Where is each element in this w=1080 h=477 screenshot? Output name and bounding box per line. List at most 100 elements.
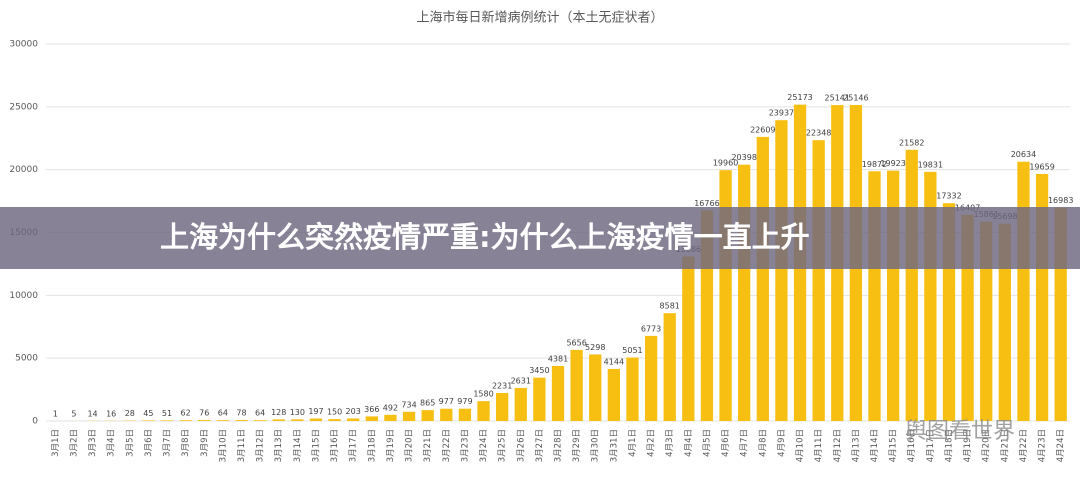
bar — [365, 416, 378, 421]
bar — [198, 420, 211, 421]
bar — [682, 256, 695, 421]
value-label: 3450 — [529, 366, 549, 375]
x-tick-label: 4月10日 — [796, 429, 806, 462]
bar — [440, 408, 453, 421]
y-tick-label: 20000 — [9, 165, 38, 175]
value-label: 128 — [271, 408, 286, 417]
bar — [291, 419, 304, 421]
x-tick-label: 3月12日 — [256, 429, 266, 462]
bar — [663, 313, 676, 421]
bar — [738, 164, 751, 421]
x-tick-label: 4月13日 — [851, 429, 861, 462]
value-label: 492 — [383, 403, 398, 412]
value-label: 20634 — [1011, 150, 1036, 159]
x-tick-label: 3月29日 — [572, 429, 582, 462]
x-tick-label: 3月9日 — [200, 429, 210, 457]
x-tick-label: 3月25日 — [498, 429, 508, 462]
x-tick-label: 4月20日 — [982, 429, 992, 462]
bar — [216, 420, 230, 421]
x-tick-label: 4月17日 — [926, 429, 936, 462]
value-label: 2231 — [492, 381, 512, 390]
value-label: 4144 — [604, 357, 624, 366]
bar — [980, 221, 993, 421]
x-tick-label: 4月16日 — [907, 429, 917, 462]
value-label: 1 — [53, 409, 58, 418]
y-tick-label: 10000 — [9, 291, 38, 301]
x-tick-label: 3月6日 — [144, 429, 154, 457]
bar — [309, 418, 323, 421]
bar — [235, 420, 248, 421]
bar — [905, 149, 918, 421]
bar — [644, 335, 658, 421]
value-label: 25141 — [825, 94, 850, 103]
bar — [272, 419, 285, 421]
x-tick-label: 4月6日 — [721, 429, 731, 457]
x-tick-label: 3月28日 — [554, 429, 564, 462]
x-tick-label: 3月7日 — [163, 429, 173, 457]
value-label: 150 — [327, 408, 342, 417]
bar — [347, 418, 360, 421]
x-tick-label: 3月14日 — [293, 429, 303, 462]
x-tick-label: 3月11日 — [237, 429, 247, 462]
bar — [589, 354, 602, 421]
bar — [496, 392, 509, 421]
value-label: 5656 — [566, 338, 586, 347]
y-tick-label: 5000 — [15, 354, 38, 364]
x-tick-label: 4月7日 — [740, 429, 750, 457]
x-tick-label: 4月1日 — [628, 429, 638, 457]
banner-text: 上海为什么突然疫情严重:为什么上海疫情一直上升 — [160, 220, 810, 254]
value-label: 5298 — [585, 343, 605, 352]
value-label: 1580 — [473, 390, 493, 399]
x-tick-label: 3月17日 — [349, 429, 359, 462]
chart-title: 上海市每日新增病例统计（本土无症状者） — [416, 10, 663, 26]
bar — [384, 414, 397, 421]
x-tick-label: 3月5日 — [125, 429, 135, 457]
value-label: 5051 — [622, 346, 642, 355]
value-label: 20398 — [731, 153, 756, 162]
x-tick-label: 3月13日 — [274, 429, 284, 462]
bar — [458, 408, 472, 421]
value-label: 366 — [364, 405, 379, 414]
y-tick-label: 25000 — [9, 102, 38, 112]
value-label: 203 — [346, 407, 361, 416]
x-tick-label: 4月14日 — [870, 429, 880, 462]
overlay: 舆图看世界 上海为什么突然疫情严重:为什么上海疫情一直上升 — [0, 207, 1080, 444]
bar — [533, 377, 546, 421]
x-tick-label: 4月11日 — [814, 429, 824, 462]
value-label: 23937 — [769, 109, 794, 118]
watermark: 舆图看世界 — [905, 419, 1015, 444]
x-tick-label: 4月23日 — [1038, 429, 1048, 462]
x-tick-label: 4月21日 — [1000, 429, 1010, 462]
x-tick-label: 4月15日 — [889, 429, 899, 462]
value-label: 64 — [255, 409, 265, 418]
banner-background — [0, 207, 1080, 269]
value-label: 19872 — [862, 160, 887, 169]
value-label: 2631 — [511, 376, 531, 385]
x-tick-label: 4月12日 — [833, 429, 843, 462]
x-tick-label: 3月21日 — [423, 429, 433, 462]
x-tick-label: 3月24日 — [479, 429, 489, 462]
x-tick-label: 4月24日 — [1056, 429, 1066, 462]
bar — [328, 419, 341, 421]
value-label: 19831 — [918, 160, 943, 169]
x-tick-label: 3月20日 — [405, 429, 415, 462]
bar — [998, 223, 1011, 421]
value-label: 6773 — [641, 324, 661, 333]
value-label: 28 — [125, 409, 135, 418]
bar — [570, 349, 583, 421]
value-label: 197 — [308, 407, 323, 416]
bar — [551, 365, 565, 421]
bar — [756, 136, 769, 421]
x-tick-label: 3月22日 — [442, 429, 452, 462]
x-tick-label: 4月9日 — [777, 429, 787, 457]
value-label: 25146 — [843, 93, 868, 102]
value-label: 5 — [71, 409, 76, 418]
bar — [253, 420, 267, 421]
bar — [1017, 161, 1030, 421]
bar — [775, 120, 788, 421]
value-label: 45 — [143, 409, 153, 418]
bar — [179, 420, 192, 421]
value-label: 78 — [236, 409, 246, 418]
value-label: 19923 — [880, 159, 905, 168]
value-label: 14 — [87, 409, 97, 418]
